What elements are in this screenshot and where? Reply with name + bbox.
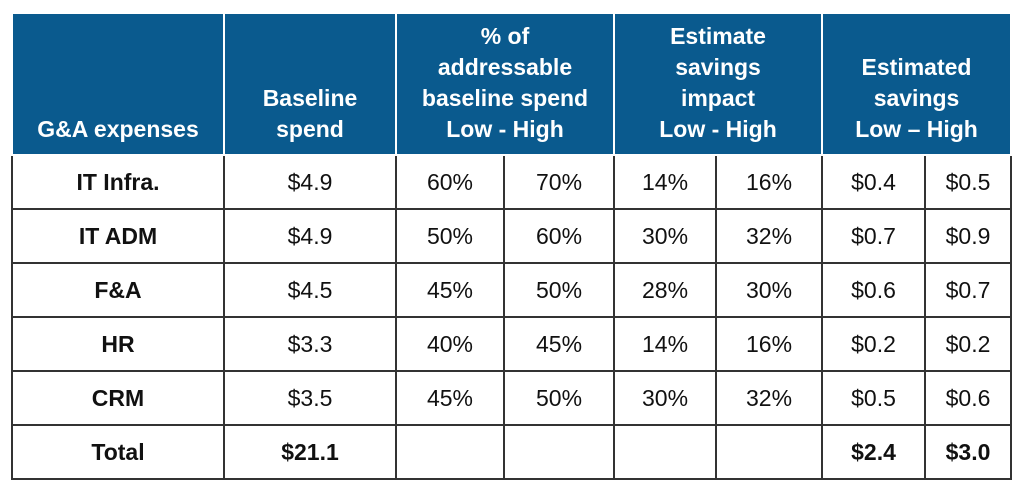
addressable-high-cell: 50% xyxy=(502,262,616,318)
total-baseline-cell: $21.1 xyxy=(223,424,397,480)
impact-low-cell: 14% xyxy=(613,316,718,372)
addressable-high-cell: 70% xyxy=(502,154,616,210)
header-line: Baseline xyxy=(262,85,358,111)
ga-savings-table: G&A expenses Baseline spend % of address… xyxy=(11,12,1013,480)
baseline-cell: $4.9 xyxy=(223,154,397,210)
header-line: savings xyxy=(873,85,960,111)
savings-low-cell: $0.2 xyxy=(821,316,927,372)
row-label: IT ADM xyxy=(11,208,225,264)
header-line: addressable xyxy=(437,54,573,80)
impact-low-cell: 30% xyxy=(613,370,718,426)
savings-high-cell: $0.5 xyxy=(924,154,1013,210)
header-savings-impact: Estimate savings impact Low - High xyxy=(613,12,824,156)
impact-high-cell: 32% xyxy=(715,208,824,264)
total-impact-high-cell xyxy=(715,424,824,480)
header-line: Low – High xyxy=(855,116,978,142)
savings-low-cell: $0.6 xyxy=(821,262,927,318)
row-label: F&A xyxy=(11,262,225,318)
table-row: F&A $4.5 45% 50% 28% 30% $0.6 $0.7 xyxy=(11,262,1013,318)
addressable-high-cell: 60% xyxy=(502,208,616,264)
header-line: impact xyxy=(680,85,756,111)
header-addressable-spend: % of addressable baseline spend Low - Hi… xyxy=(394,12,616,156)
table-row: CRM $3.5 45% 50% 30% 32% $0.5 $0.6 xyxy=(11,370,1013,426)
impact-low-cell: 30% xyxy=(613,208,718,264)
total-savings-low-cell: $2.4 xyxy=(821,424,927,480)
header-line: baseline spend xyxy=(421,85,589,111)
header-estimated-savings: Estimated savings Low – High xyxy=(821,12,1013,156)
total-impact-low-cell xyxy=(613,424,718,480)
header-line: Estimated xyxy=(861,54,972,80)
impact-low-cell: 28% xyxy=(613,262,718,318)
row-label: HR xyxy=(11,316,225,372)
addressable-low-cell: 45% xyxy=(395,370,505,426)
addressable-low-cell: 45% xyxy=(395,262,505,318)
baseline-cell: $3.3 xyxy=(223,316,397,372)
impact-high-cell: 16% xyxy=(715,154,824,210)
addressable-low-cell: 50% xyxy=(395,208,505,264)
header-line: Low - High xyxy=(446,116,564,142)
addressable-high-cell: 45% xyxy=(502,316,616,372)
header-row: G&A expenses Baseline spend % of address… xyxy=(11,12,1013,156)
impact-high-cell: 32% xyxy=(715,370,824,426)
row-label: IT Infra. xyxy=(11,154,225,210)
header-line: spend xyxy=(276,116,344,142)
impact-low-cell: 14% xyxy=(613,154,718,210)
header-line: Low - High xyxy=(659,116,777,142)
baseline-cell: $4.5 xyxy=(223,262,397,318)
header-line: Estimate xyxy=(670,23,766,49)
savings-table-container: G&A expenses Baseline spend % of address… xyxy=(11,12,1013,480)
addressable-low-cell: 60% xyxy=(395,154,505,210)
savings-high-cell: $0.2 xyxy=(924,316,1013,372)
total-row: Total $21.1 $2.4 $3.0 xyxy=(11,424,1013,480)
total-addressable-high-cell xyxy=(502,424,616,480)
table-row: HR $3.3 40% 45% 14% 16% $0.2 $0.2 xyxy=(11,316,1013,372)
header-line: savings xyxy=(675,54,761,80)
savings-low-cell: $0.5 xyxy=(821,370,927,426)
savings-low-cell: $0.7 xyxy=(821,208,927,264)
savings-low-cell: $0.4 xyxy=(821,154,927,210)
table-row: IT ADM $4.9 50% 60% 30% 32% $0.7 $0.9 xyxy=(11,208,1013,264)
savings-high-cell: $0.7 xyxy=(924,262,1013,318)
header-baseline-spend: Baseline spend xyxy=(223,12,397,156)
savings-high-cell: $0.6 xyxy=(924,370,1013,426)
baseline-cell: $4.9 xyxy=(223,208,397,264)
impact-high-cell: 30% xyxy=(715,262,824,318)
table-body: IT Infra. $4.9 60% 70% 14% 16% $0.4 $0.5… xyxy=(11,154,1013,480)
addressable-low-cell: 40% xyxy=(395,316,505,372)
table-row: IT Infra. $4.9 60% 70% 14% 16% $0.4 $0.5 xyxy=(11,154,1013,210)
header-line: G&A expenses xyxy=(37,116,199,142)
header-line: % of xyxy=(480,23,530,49)
row-label: CRM xyxy=(11,370,225,426)
impact-high-cell: 16% xyxy=(715,316,824,372)
total-addressable-low-cell xyxy=(395,424,505,480)
baseline-cell: $3.5 xyxy=(223,370,397,426)
total-savings-high-cell: $3.0 xyxy=(924,424,1013,480)
savings-high-cell: $0.9 xyxy=(924,208,1013,264)
addressable-high-cell: 50% xyxy=(502,370,616,426)
header-ga-expenses: G&A expenses xyxy=(11,12,225,156)
total-label: Total xyxy=(11,424,225,480)
